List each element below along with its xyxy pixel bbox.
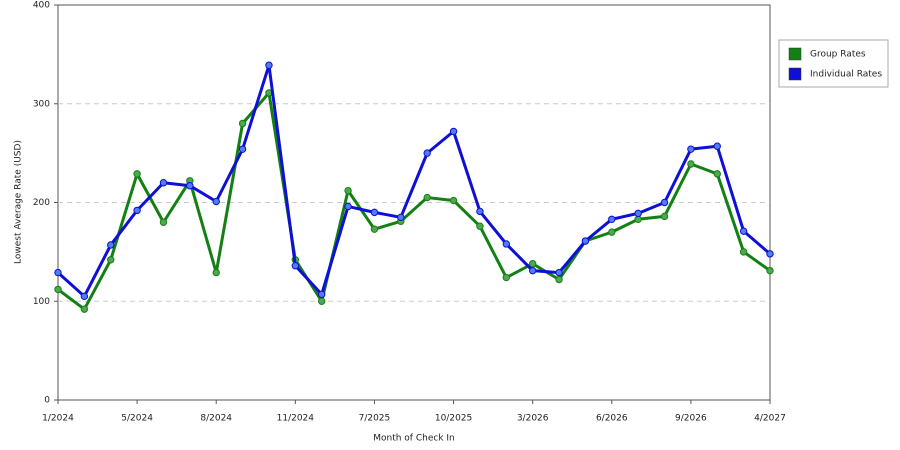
x-tick-label: 1/2024 — [42, 414, 74, 424]
data-point — [476, 207, 484, 216]
data-point — [133, 206, 141, 215]
data-point — [502, 240, 510, 248]
data-point — [555, 268, 563, 277]
y-tick-label: 400 — [33, 1, 50, 11]
legend-label: Group Rates — [810, 50, 866, 60]
data-point — [212, 268, 220, 277]
data-point — [238, 145, 247, 153]
data-point — [528, 266, 537, 275]
x-tick-label: 6/2026 — [596, 414, 628, 424]
data-point — [739, 248, 748, 256]
x-axis-label: Month of Check In — [373, 434, 455, 444]
data-point — [739, 227, 748, 235]
data-point — [660, 212, 669, 221]
data-point — [423, 149, 431, 157]
data-point — [344, 186, 352, 195]
data-point — [449, 127, 458, 136]
data-point — [107, 256, 115, 264]
legend-label: Individual Rates — [810, 70, 882, 80]
y-tick-label: 0 — [44, 396, 50, 406]
x-tick-label: 3/2026 — [517, 414, 549, 424]
y-axis-label: Lowest Average Rate (USD) — [14, 140, 24, 264]
data-point — [766, 250, 774, 258]
legend-swatch — [788, 67, 802, 81]
y-tick-label: 200 — [33, 198, 50, 208]
data-point — [528, 260, 537, 268]
data-point — [423, 193, 431, 202]
data-point — [318, 290, 326, 299]
data-point — [502, 273, 510, 282]
data-point — [159, 179, 168, 187]
legend-swatch — [788, 47, 802, 61]
data-point — [766, 266, 774, 275]
data-point — [581, 237, 590, 245]
data-point — [370, 225, 379, 233]
data-point — [133, 170, 141, 178]
data-point — [397, 213, 405, 222]
series-line — [57, 91, 771, 311]
data-point — [555, 275, 563, 284]
x-tick-label: 4/2027 — [754, 414, 786, 424]
data-point — [608, 228, 616, 236]
x-tick-label: 5/2024 — [121, 414, 153, 424]
data-point — [265, 61, 273, 69]
data-point — [159, 218, 168, 226]
data-point — [212, 197, 220, 206]
data-point — [54, 268, 62, 277]
data-point — [634, 209, 642, 218]
data-point — [713, 142, 721, 150]
x-tick-label: 10/2025 — [435, 414, 472, 424]
x-tick-label: 7/2025 — [359, 414, 391, 424]
x-tick-label: 11/2024 — [277, 414, 315, 424]
series-line — [56, 63, 771, 298]
data-point — [687, 160, 695, 168]
y-tick-label: 300 — [33, 99, 50, 109]
data-point — [344, 202, 352, 211]
data-point — [107, 241, 115, 249]
data-point — [608, 215, 616, 223]
x-tick-label: 8/2024 — [200, 414, 232, 424]
data-point — [238, 119, 247, 128]
data-point — [54, 285, 62, 294]
data-point — [80, 305, 89, 313]
data-point — [80, 292, 89, 301]
data-point — [713, 170, 721, 178]
data-point — [318, 297, 326, 305]
data-point — [449, 196, 458, 205]
data-point — [291, 262, 300, 270]
data-point — [660, 198, 669, 207]
y-tick-label: 100 — [33, 297, 50, 307]
x-tick-label: 9/2026 — [675, 414, 707, 424]
data-point — [476, 222, 484, 230]
data-point — [370, 208, 379, 217]
data-point — [186, 182, 194, 190]
data-point — [687, 145, 695, 153]
